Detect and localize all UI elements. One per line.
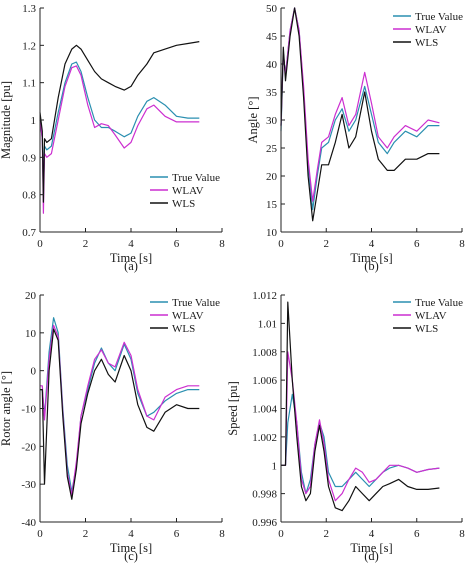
x-tick-label: 6 [414,238,420,250]
x-tick-label: 0 [278,238,284,250]
x-tick-label: 8 [219,238,225,250]
x-tick-label: 2 [324,528,330,540]
y-tick-label: -40 [21,517,36,529]
y-tick-label: 20 [266,171,278,183]
x-tick-label: 6 [174,238,180,250]
y-tick-label: 50 [266,3,278,15]
legend-label: WLAV [415,310,447,322]
panel-caption: (d) [364,549,379,563]
y-tick-label: 1.2 [22,40,36,52]
x-tick-label: 2 [83,528,89,540]
panel-caption: (b) [364,259,379,273]
x-tick-label: 8 [459,238,465,250]
legend-label: True Value [172,172,220,184]
y-tick-label: -30 [21,479,36,491]
series-line-wlav [39,65,200,214]
x-axis-label: Time [s] [350,251,392,265]
y-tick-label: 30 [266,115,278,127]
panel-caption: (c) [124,549,138,563]
y-tick-label: -20 [21,441,36,453]
x-tick-label: 4 [128,238,134,250]
x-tick-label: 4 [128,528,134,540]
y-tick-label: 25 [266,143,278,155]
y-tick-label: 1.1 [22,78,36,90]
y-tick-label: 1.01 [258,318,277,330]
y-tick-label: 0.8 [22,190,36,202]
legend-label: True Value [172,297,220,309]
y-axis-label: Speed [pu] [226,381,240,436]
legend-label: WLAV [172,310,204,322]
series-line-wlav [40,324,200,497]
series-line-wls [40,328,200,500]
series-line-wlav [281,351,440,502]
y-tick-label: 1.3 [22,3,36,15]
y-tick-label: 1 [31,115,37,127]
y-tick-label: 15 [266,199,278,211]
y-axis-label: Magnitude [pu] [0,81,13,159]
panel-1: 0 2 4 6 8 0.7 0.8 0.9 1 1.1 1.2 1.3 Time [s] Magnitud… [0,3,225,273]
y-tick-label: 1.002 [252,432,277,444]
x-tick-label: 6 [414,528,420,540]
y-tick-label: 40 [266,59,278,71]
panel-2: 0 2 4 6 8 10 15 20 25 30 35 40 45 50 Time [s] Angle [°]… [246,3,465,273]
y-axis-label: Rotor angle [°] [0,371,13,446]
y-tick-label: 10 [25,328,37,340]
y-tick-label: 1 [272,460,278,472]
panel-caption: (a) [124,259,138,273]
y-tick-label: 0 [31,366,37,378]
x-tick-label: 4 [369,528,375,540]
y-tick-label: 20 [25,290,37,302]
y-tick-label: 0.9 [22,152,36,164]
panel-3: 0 2 4 6 8 -40 -30 -20 -10 0 10 20 Time [s] Rotor angl… [0,290,225,563]
y-tick-label: 0.998 [252,489,277,501]
x-tick-label: 8 [459,528,465,540]
y-tick-label: 0.996 [252,517,277,529]
y-tick-label: 35 [266,87,278,99]
legend-label: WLAV [172,185,204,197]
y-tick-label: 45 [266,31,278,43]
x-tick-label: 2 [324,238,330,250]
x-tick-label: 0 [278,528,284,540]
y-tick-label: -10 [21,404,36,416]
legend-label: WLAV [415,24,447,36]
legend-label: WLS [172,198,195,210]
y-tick-label: 1.008 [252,347,277,359]
series-line-true-value [281,393,440,495]
y-tick-label: 1.012 [252,290,277,302]
series-line-wls [281,301,440,512]
x-axis-label: Time [s] [350,541,392,555]
x-tick-label: 0 [37,528,43,540]
y-tick-label: 10 [266,227,278,239]
y-tick-label: 1.006 [252,375,277,387]
series-line-wls [39,41,200,203]
y-tick-label: 1.004 [252,404,277,416]
series-line-true-value [40,317,200,493]
series-line-wls [280,7,440,222]
y-tick-label: 0.7 [22,227,36,239]
y-axis-label: Angle [°] [246,97,260,144]
x-axis-label: Time [s] [110,251,152,265]
legend-label: WLS [415,323,438,335]
x-axis-label: Time [s] [110,541,152,555]
series-line-true-value [39,61,200,196]
x-tick-label: 0 [37,238,43,250]
legend-label: WLS [415,37,438,49]
x-tick-label: 2 [83,238,89,250]
x-tick-label: 8 [219,528,225,540]
legend-label: WLS [172,323,195,335]
x-tick-label: 4 [369,238,375,250]
legend-label: True Value [415,11,463,23]
x-tick-label: 6 [174,528,180,540]
legend-label: True Value [415,297,463,309]
panel-4: 0 2 4 6 8 0.996 0.998 1 1.002 1.004 1.006 1.008 1.01… [226,290,465,563]
